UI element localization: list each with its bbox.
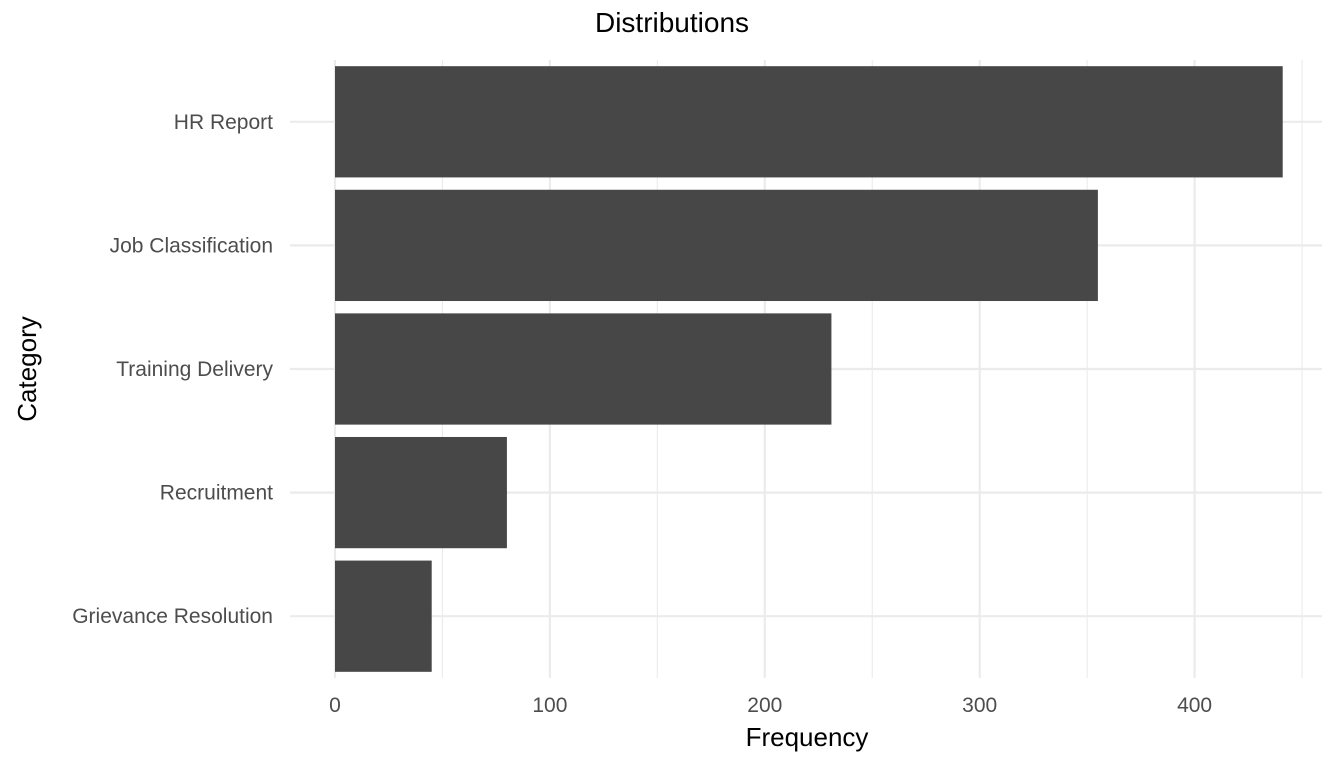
- x-axis-title: Frequency: [746, 722, 869, 752]
- y-axis-title: Category: [12, 316, 42, 422]
- y-tick-label: HR Report: [174, 111, 273, 134]
- y-tick-label: Recruitment: [160, 482, 273, 505]
- y-tick-label: Job Classification: [110, 234, 273, 257]
- x-tick-label: 0: [329, 694, 341, 717]
- chart-title: Distributions: [595, 7, 749, 38]
- x-tick-label: 300: [962, 694, 997, 717]
- bar: [335, 66, 1283, 178]
- y-tick-label: Grievance Resolution: [72, 605, 273, 628]
- tick-layer: HR Report Job Classification Training Deli…: [72, 111, 1212, 717]
- y-tick-label: Training Delivery: [116, 358, 273, 381]
- x-tick-label: 200: [747, 694, 782, 717]
- bar: [335, 560, 432, 672]
- x-tick-label: 100: [532, 694, 567, 717]
- bar-layer: [335, 66, 1283, 672]
- bar: [335, 436, 507, 549]
- x-tick-label: 400: [1177, 694, 1212, 717]
- bar: [335, 189, 1098, 302]
- bar: [335, 313, 832, 425]
